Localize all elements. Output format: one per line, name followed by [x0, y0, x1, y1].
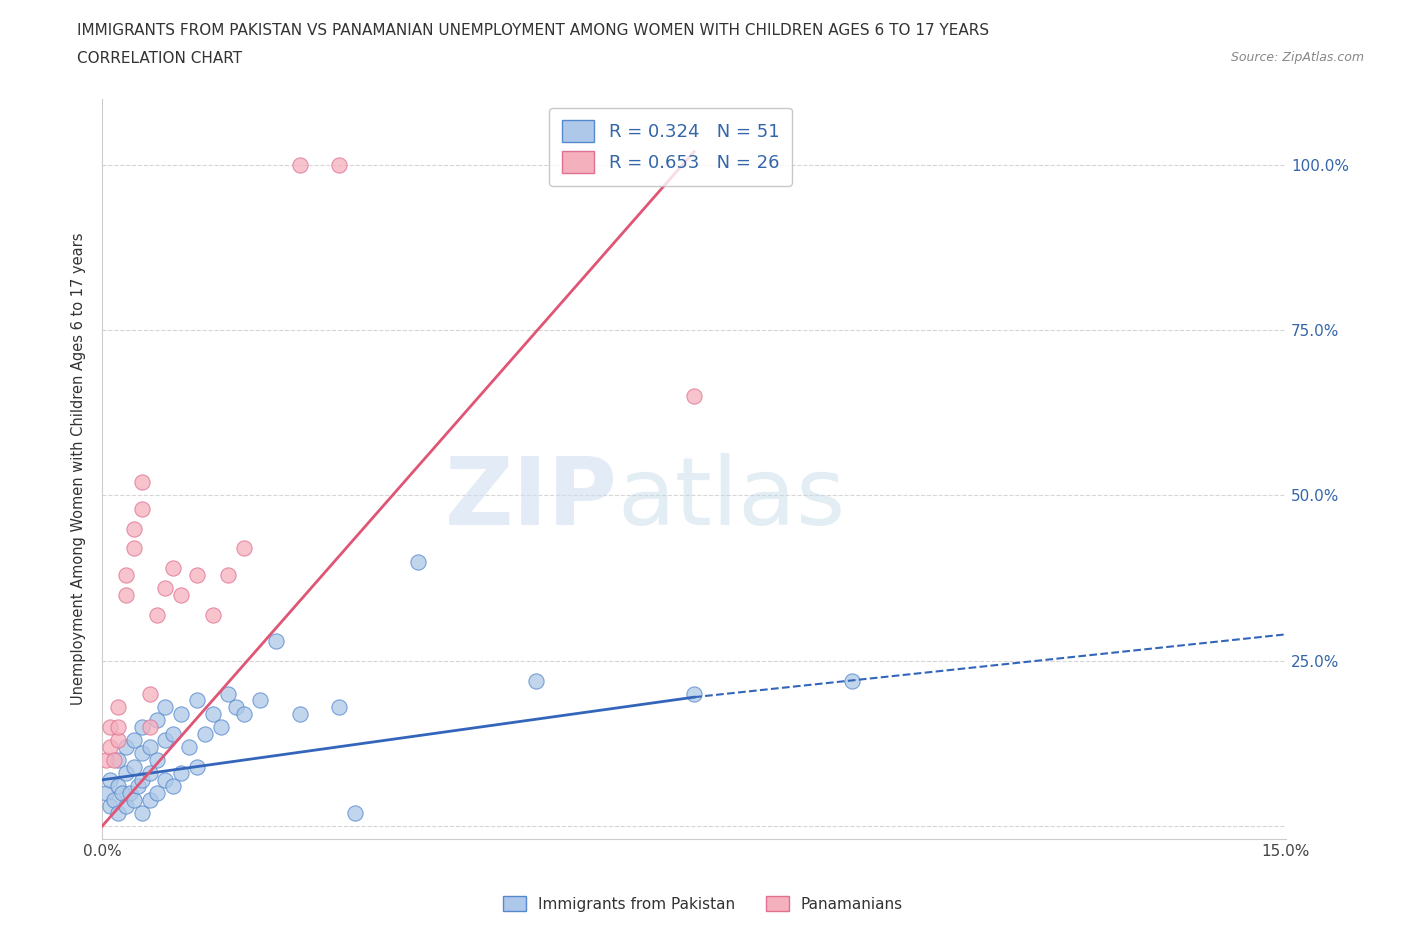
Point — [524, 673, 547, 688]
Point — [162, 726, 184, 741]
Point — [138, 720, 160, 735]
Point — [155, 580, 177, 595]
Point — [111, 786, 134, 801]
Point — [218, 567, 240, 582]
Point — [98, 739, 121, 754]
Point — [122, 733, 145, 748]
Point — [233, 706, 256, 721]
Point — [115, 765, 138, 780]
Point — [406, 554, 429, 569]
Point — [177, 739, 200, 754]
Point — [146, 713, 169, 728]
Point — [127, 779, 149, 794]
Point — [98, 799, 121, 814]
Point — [107, 720, 129, 735]
Point — [131, 475, 153, 490]
Point — [122, 521, 145, 536]
Point — [115, 739, 138, 754]
Point — [201, 607, 224, 622]
Point — [194, 726, 217, 741]
Point — [209, 720, 232, 735]
Point — [131, 501, 153, 516]
Point — [186, 693, 208, 708]
Legend: Immigrants from Pakistan, Panamanians: Immigrants from Pakistan, Panamanians — [496, 889, 910, 918]
Point — [122, 792, 145, 807]
Point — [162, 561, 184, 576]
Point — [155, 733, 177, 748]
Point — [249, 693, 271, 708]
Point — [233, 541, 256, 556]
Point — [131, 773, 153, 788]
Point — [131, 720, 153, 735]
Point — [146, 786, 169, 801]
Point — [131, 746, 153, 761]
Point — [107, 805, 129, 820]
Point — [138, 792, 160, 807]
Point — [96, 786, 118, 801]
Point — [122, 759, 145, 774]
Point — [103, 752, 125, 767]
Point — [683, 389, 706, 404]
Point — [107, 779, 129, 794]
Point — [118, 786, 141, 801]
Point — [98, 773, 121, 788]
Point — [131, 805, 153, 820]
Point — [170, 706, 193, 721]
Point — [146, 607, 169, 622]
Text: IMMIGRANTS FROM PAKISTAN VS PANAMANIAN UNEMPLOYMENT AMONG WOMEN WITH CHILDREN AG: IMMIGRANTS FROM PAKISTAN VS PANAMANIAN U… — [77, 23, 990, 38]
Point — [138, 739, 160, 754]
Point — [115, 567, 138, 582]
Point — [186, 567, 208, 582]
Point — [218, 686, 240, 701]
Point — [841, 673, 863, 688]
Point — [343, 805, 366, 820]
Point — [328, 157, 350, 172]
Point — [170, 587, 193, 602]
Point — [115, 799, 138, 814]
Point — [264, 633, 287, 648]
Point — [155, 773, 177, 788]
Point — [103, 792, 125, 807]
Text: CORRELATION CHART: CORRELATION CHART — [77, 51, 242, 66]
Point — [107, 733, 129, 748]
Point — [186, 759, 208, 774]
Text: atlas: atlas — [617, 453, 845, 545]
Point — [115, 587, 138, 602]
Legend: R = 0.324   N = 51, R = 0.653   N = 26: R = 0.324 N = 51, R = 0.653 N = 26 — [550, 108, 792, 186]
Point — [98, 720, 121, 735]
Point — [96, 752, 118, 767]
Point — [162, 779, 184, 794]
Point — [288, 157, 311, 172]
Point — [107, 699, 129, 714]
Point — [122, 541, 145, 556]
Point — [138, 765, 160, 780]
Y-axis label: Unemployment Among Women with Children Ages 6 to 17 years: Unemployment Among Women with Children A… — [72, 232, 86, 705]
Point — [107, 752, 129, 767]
Point — [170, 765, 193, 780]
Text: ZIP: ZIP — [444, 453, 617, 545]
Point — [201, 706, 224, 721]
Point — [225, 699, 247, 714]
Point — [328, 699, 350, 714]
Point — [155, 699, 177, 714]
Text: Source: ZipAtlas.com: Source: ZipAtlas.com — [1230, 51, 1364, 64]
Point — [146, 752, 169, 767]
Point — [683, 686, 706, 701]
Point — [138, 686, 160, 701]
Point — [288, 706, 311, 721]
